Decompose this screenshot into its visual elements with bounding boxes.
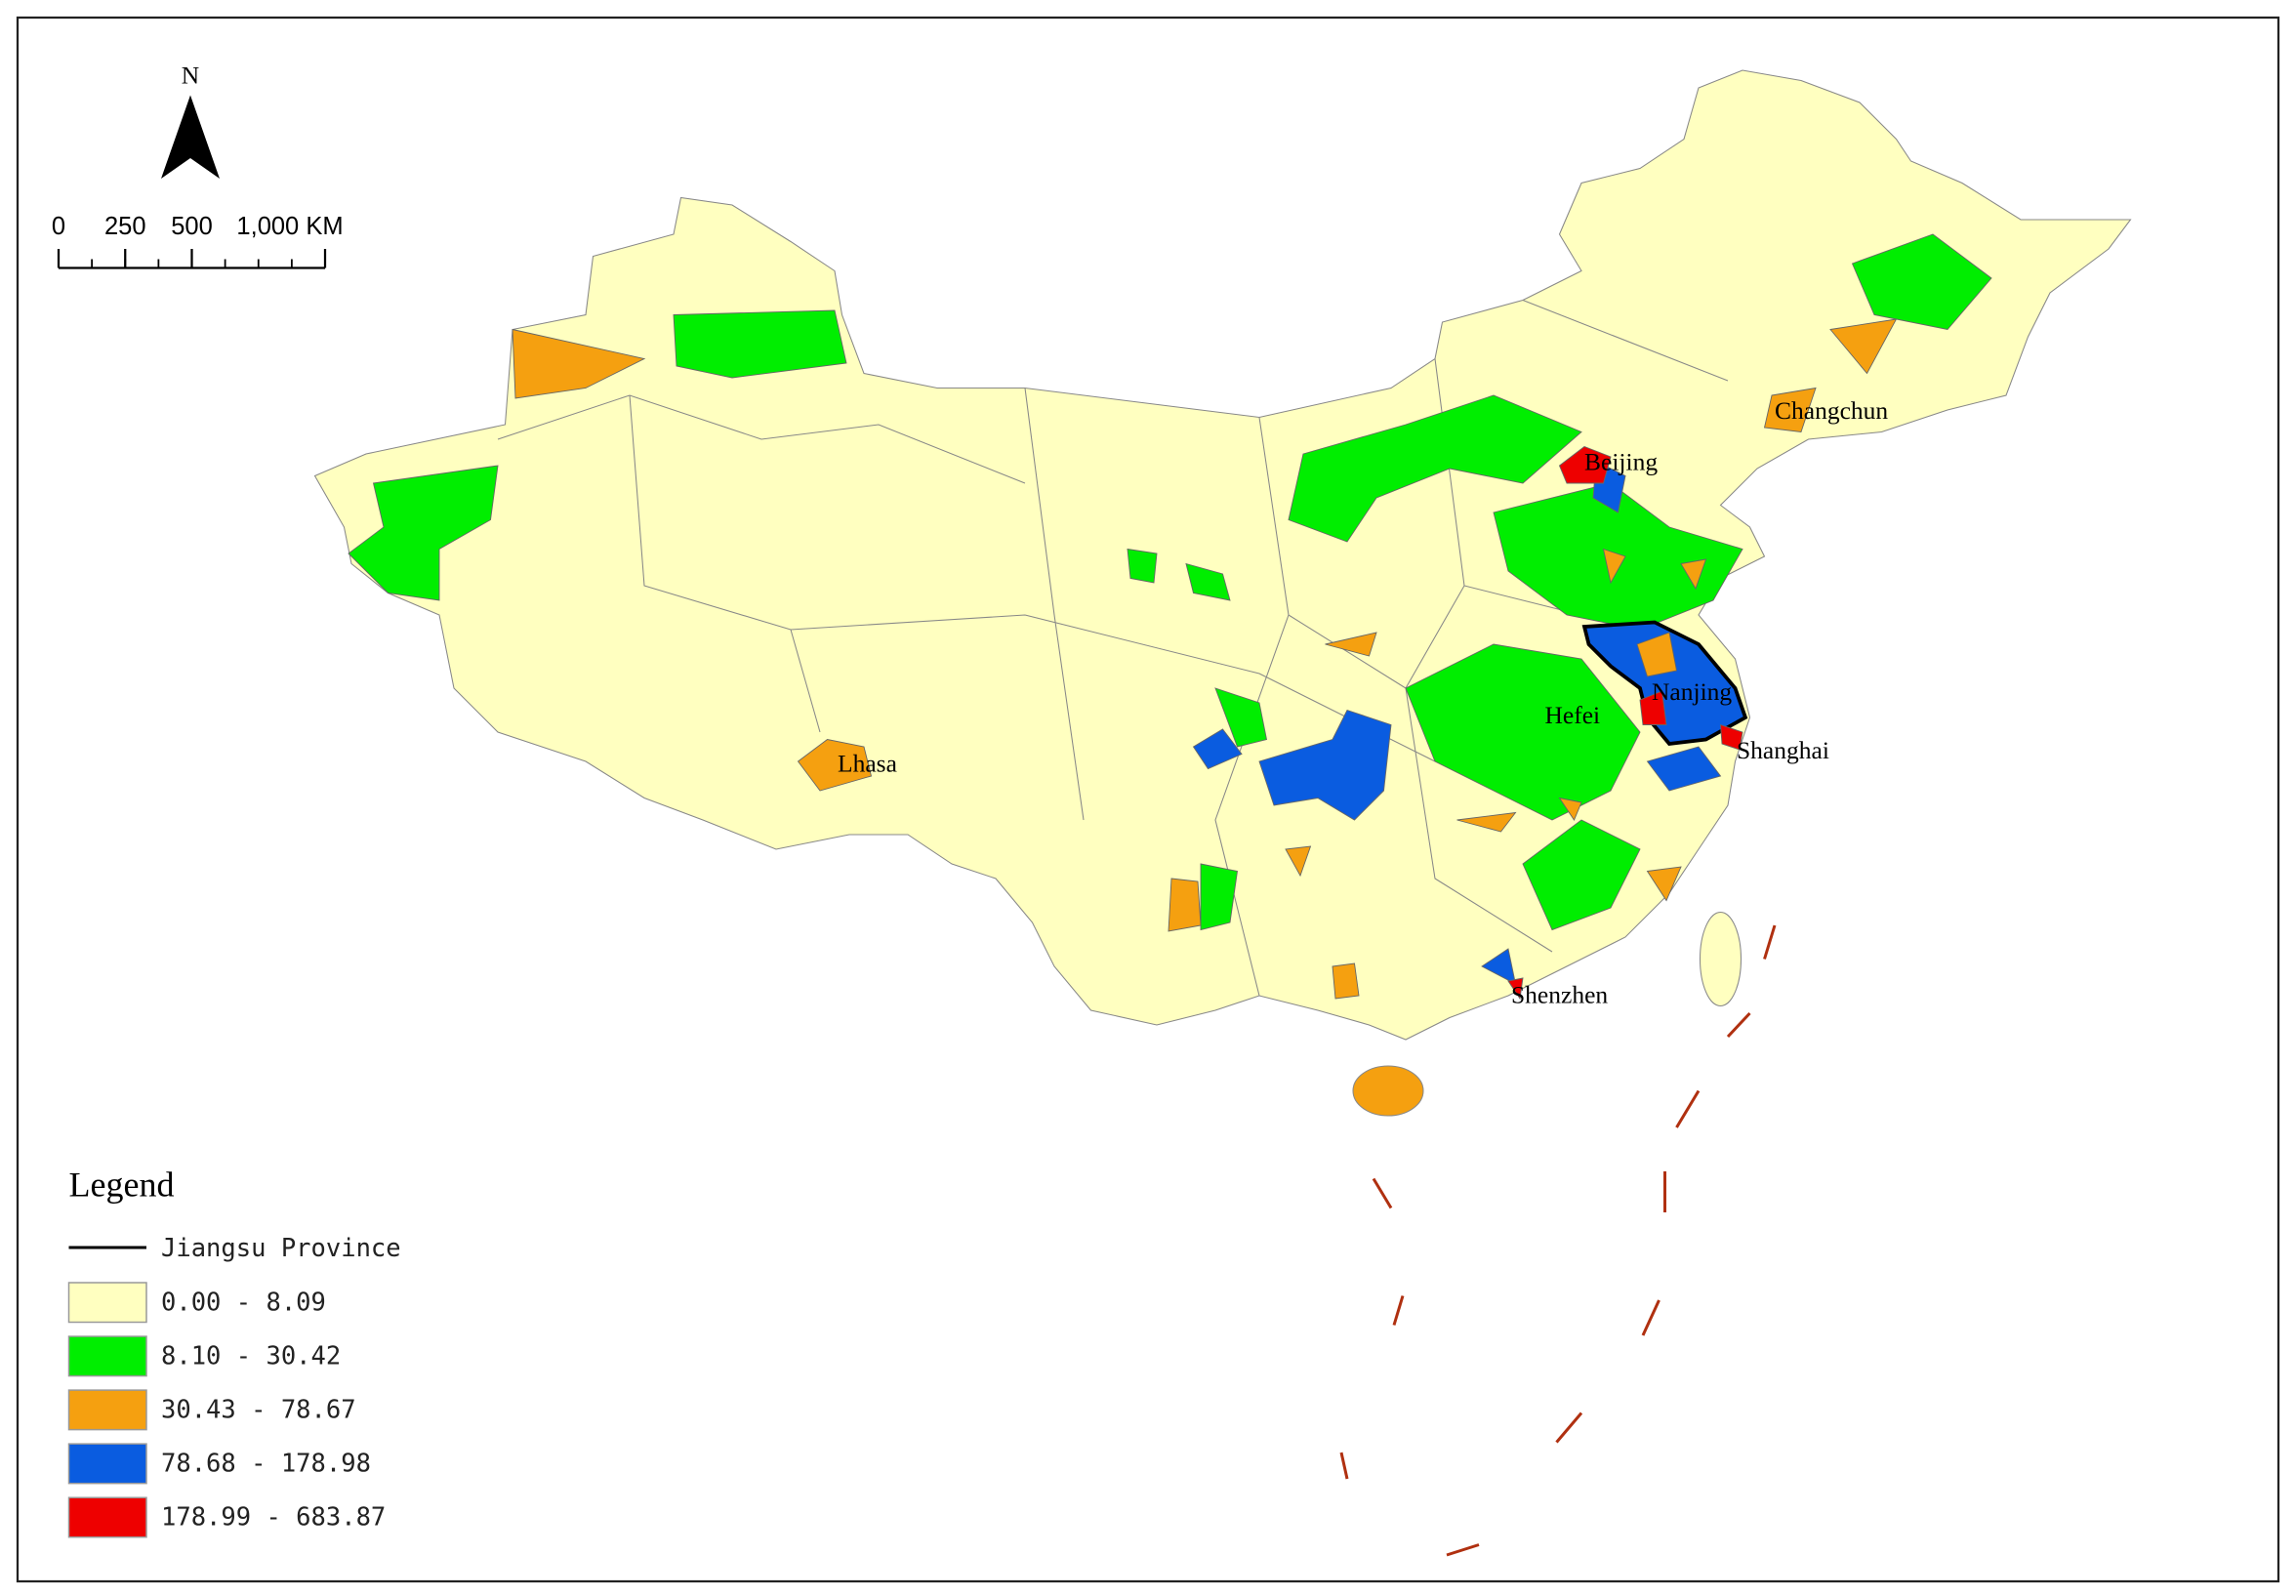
- city-label: Hefei: [1545, 701, 1601, 729]
- region: [1763, 387, 1817, 432]
- dash: [1763, 924, 1777, 960]
- legend-label: 8.10 - 30.42: [161, 1342, 341, 1371]
- legend-label: 30.43 - 78.67: [161, 1396, 356, 1425]
- region: [1192, 728, 1243, 770]
- city-label: Beijing: [1584, 448, 1658, 476]
- legend-title: Legend: [69, 1166, 175, 1205]
- legend: Legend Jiangsu Province 0.00 - 8.09 8.10 …: [67, 1166, 401, 1538]
- region: [1646, 746, 1722, 792]
- legend-swatch: [67, 1496, 147, 1538]
- scale-label: 250: [104, 213, 146, 240]
- city-label: Changchun: [1775, 396, 1888, 425]
- region: [1699, 911, 1742, 1007]
- cities: Beijing Changchun Lhasa Nanjing Hefei Sh…: [838, 396, 1888, 1009]
- legend-label: 178.99 - 683.87: [161, 1503, 386, 1533]
- region: [1405, 643, 1641, 821]
- scale-label: 0: [52, 213, 65, 240]
- region: [673, 309, 847, 379]
- north-arrow: N: [161, 61, 220, 179]
- region: [1352, 1065, 1424, 1117]
- nine-dash-line: [1339, 924, 1777, 1557]
- region: [348, 465, 499, 601]
- legend-swatch: [67, 1282, 147, 1324]
- scale-label: 500: [171, 213, 213, 240]
- region: [1829, 318, 1898, 375]
- region: [1522, 819, 1641, 931]
- choropleth: [348, 233, 1992, 1001]
- city-label: Nanjing: [1652, 677, 1732, 706]
- jiangsu: [1581, 620, 1748, 746]
- legend-swatch: [67, 1443, 147, 1485]
- dash: [1641, 1299, 1660, 1336]
- legend-swatch: [67, 1335, 147, 1377]
- scale-bar: 0 250 500 1,000 KM: [52, 213, 344, 269]
- dash: [1446, 1543, 1480, 1557]
- region: [1851, 233, 1992, 330]
- city-label: Shenzhen: [1511, 981, 1608, 1009]
- region: [512, 328, 646, 399]
- region: [1200, 863, 1239, 931]
- region: [1127, 548, 1231, 601]
- region: [1719, 723, 1743, 751]
- region: [1214, 687, 1268, 748]
- region: [1288, 394, 1582, 543]
- dash: [1555, 1412, 1583, 1444]
- city-label: Shanghai: [1737, 736, 1829, 764]
- region: [1636, 632, 1678, 677]
- legend-label: 0.00 - 8.09: [161, 1289, 326, 1318]
- legend-label: Jiangsu Province: [161, 1234, 401, 1263]
- region: [797, 739, 873, 792]
- region: [1481, 948, 1517, 985]
- scale-label: 1,000 KM: [236, 213, 343, 240]
- north-label: N: [182, 61, 199, 90]
- region: [1558, 445, 1612, 484]
- dash: [1372, 1177, 1393, 1209]
- region: [1639, 690, 1667, 725]
- region: [1258, 709, 1392, 821]
- legend-label: 78.68 - 178.98: [161, 1450, 371, 1479]
- province-lines: [497, 300, 1729, 997]
- dash: [1392, 1295, 1405, 1326]
- city-label: Lhasa: [838, 750, 897, 778]
- dash: [1675, 1089, 1701, 1128]
- legend-swatch: [67, 1389, 147, 1431]
- dash: [1726, 1011, 1751, 1039]
- region: [1168, 548, 1707, 1000]
- dash: [1339, 1452, 1349, 1480]
- arrow: [161, 95, 220, 179]
- region: [1507, 977, 1524, 1001]
